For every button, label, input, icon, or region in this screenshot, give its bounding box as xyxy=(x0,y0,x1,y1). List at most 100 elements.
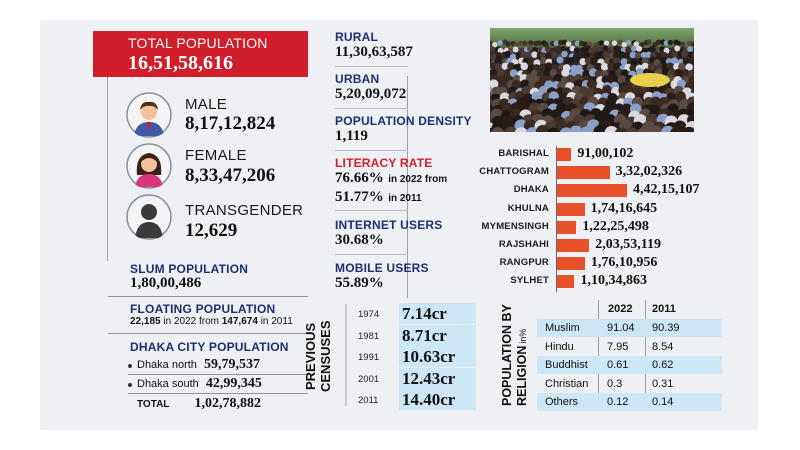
dhaka-north-name: Dhaka north xyxy=(137,359,197,371)
floating-population-detail: 22,185 in 2022 from 147,674 in 2011 xyxy=(130,316,293,327)
dhaka-total-row: TOTAL 1,02,78,882 xyxy=(137,396,312,412)
division-row: RAJSHAHI 2,03,53,119 xyxy=(492,237,722,254)
division-value: 91,00,102 xyxy=(577,146,634,161)
religion-col-2022: 2022 xyxy=(608,303,633,315)
religion-row: Christian 0.3 0.31 xyxy=(537,375,722,393)
dhaka-total-label: TOTAL xyxy=(137,399,170,410)
division-row: BARISHAL 91,00,102 xyxy=(492,146,722,163)
census-year: 1981 xyxy=(358,330,380,342)
literacy-rate-label: LITERACY RATE xyxy=(335,156,433,170)
total-population-value: 16,51,58,616 xyxy=(128,52,233,74)
literacy-2011-value: 51.77% xyxy=(335,189,384,205)
mobile-users-value: 55.89% xyxy=(335,275,384,291)
dhaka-north-row: Dhaka north 59,79,537 xyxy=(137,357,312,373)
floating-2011-value: 147,674 xyxy=(221,316,258,327)
transgender-value: 12,629 xyxy=(185,220,238,241)
slum-population-label: SLUM POPULATION xyxy=(130,262,249,276)
religion-title-line1: POPULATION BY xyxy=(500,303,514,406)
religion-2011-value: 0.31 xyxy=(652,377,674,390)
table-col-separator xyxy=(598,300,599,410)
division-value: 4,42,15,107 xyxy=(633,182,700,198)
division-bar xyxy=(557,275,575,289)
literacy-2022-value: 76.66% xyxy=(335,170,384,186)
divider xyxy=(335,66,408,67)
middle-connector-line xyxy=(407,76,408,298)
transgender-avatar-icon xyxy=(126,194,172,240)
division-bar xyxy=(557,184,627,198)
division-name: SYLHET xyxy=(510,275,549,287)
bullet-dot xyxy=(128,364,132,368)
crowd-photo xyxy=(490,28,694,132)
division-value: 1,22,25,498 xyxy=(582,218,649,234)
left-connector-line xyxy=(107,77,108,261)
division-value: 2,03,53,119 xyxy=(595,237,661,252)
religion-2022-value: 7.95 xyxy=(607,340,629,353)
previous-censuses-title: PREVIOUS CENSUSES xyxy=(296,300,351,408)
urban-label: URBAN xyxy=(335,72,380,86)
census-year: 2001 xyxy=(358,373,380,385)
female-label: FEMALE xyxy=(185,147,247,164)
division-name: RANGPUR xyxy=(499,257,549,269)
male-label: MALE xyxy=(185,96,228,113)
censuses-title-line1: PREVIOUS xyxy=(303,322,318,390)
literacy-text: in 2022 from xyxy=(388,174,448,185)
urban-value: 5,20,09,072 xyxy=(335,86,407,102)
internet-users-value: 30.68% xyxy=(335,232,384,248)
table-col-separator xyxy=(645,300,646,410)
total-population-label: TOTAL POPULATION xyxy=(128,35,268,51)
division-row: RANGPUR 1,76,10,956 xyxy=(492,255,722,272)
divider xyxy=(108,296,308,297)
female-value: 8,33,47,206 xyxy=(185,165,276,186)
divider xyxy=(335,150,408,151)
floating-text-2: in 2011 xyxy=(260,316,293,327)
dhaka-south-value: 42,99,345 xyxy=(205,376,262,391)
division-value: 1,10,34,863 xyxy=(580,273,647,289)
division-value: 1,76,10,956 xyxy=(590,255,658,271)
division-axis xyxy=(556,146,557,292)
religion-row: Hindu 7.95 8.54 xyxy=(537,338,722,356)
transgender-label: TRANSGENDER xyxy=(185,202,304,219)
dhaka-total-value: 1,02,78,882 xyxy=(194,396,261,411)
population-density-value: 1,119 xyxy=(335,128,368,144)
religion-2011-value: 0.14 xyxy=(652,396,674,408)
religion-2011-value: 8.54 xyxy=(652,340,674,353)
division-value: 1,74,16,645 xyxy=(590,200,658,216)
male-value: 8,17,12,824 xyxy=(185,113,276,134)
census-value: 12.43cr xyxy=(399,367,476,389)
division-name: RAJSHAHI xyxy=(498,239,549,250)
svg-text:RELIGIONin%: RELIGION in% xyxy=(515,329,529,406)
religion-row: Buddhist 0.61 0.62 xyxy=(537,356,722,374)
census-value: 14.40cr xyxy=(399,389,476,410)
rural-value: 11,30,63,587 xyxy=(335,44,413,60)
divider xyxy=(108,333,308,334)
censuses-title-line2: CENSUSES xyxy=(318,320,333,392)
division-bar xyxy=(557,239,590,252)
religion-2022-value: 91.04 xyxy=(607,322,635,334)
census-row: 1981 8.71cr xyxy=(355,324,476,347)
religion-2022-value: 0.61 xyxy=(607,359,629,371)
divider xyxy=(335,254,408,255)
division-bar xyxy=(557,148,572,161)
floating-2022-value: 22,185 xyxy=(130,316,161,327)
census-value: 10.63cr xyxy=(399,346,476,367)
religion-title: POPULATION BY RELIGION in% xyxy=(495,300,535,410)
census-value: 8.71cr xyxy=(399,324,476,346)
divider xyxy=(335,108,408,109)
census-value: 7.14cr xyxy=(399,303,476,324)
division-row: KHULNA 1,74,16,645 xyxy=(492,201,722,218)
division-name: BARISHAL xyxy=(498,148,549,159)
division-row: SYLHET 1,10,34,863 xyxy=(492,273,722,290)
division-name: KHULNA xyxy=(507,202,549,214)
bullet-dot xyxy=(128,383,132,387)
religion-name: Hindu xyxy=(545,340,574,353)
divider xyxy=(128,374,308,375)
census-row: 1991 10.63cr xyxy=(355,346,476,368)
divider xyxy=(335,210,408,211)
religion-2022-value: 0.3 xyxy=(607,377,623,390)
total-population-banner: TOTAL POPULATION 16,51,58,616 xyxy=(93,31,308,77)
religion-title-suffix: in% xyxy=(518,329,528,344)
divider xyxy=(128,393,308,394)
religion-col-2011: 2011 xyxy=(652,303,676,315)
division-bar xyxy=(557,166,610,180)
religion-name: Christian xyxy=(545,377,589,390)
